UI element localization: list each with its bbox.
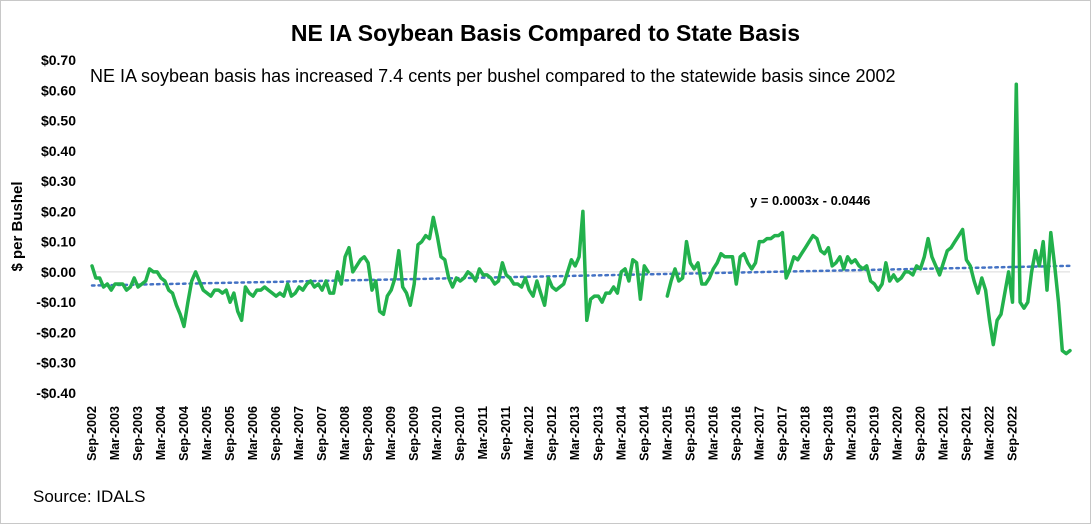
- x-tick-label: Mar-2018: [798, 406, 812, 460]
- x-tick-label: Mar-2013: [568, 406, 582, 460]
- x-tick-label: Sep-2016: [729, 406, 743, 461]
- x-tick-label: Sep-2015: [683, 406, 697, 461]
- y-tick-label: -$0.20: [36, 324, 76, 340]
- x-tick-label: Sep-2011: [499, 406, 513, 460]
- y-tick-label: $0.20: [41, 203, 76, 219]
- x-tick-label: Mar-2006: [246, 406, 260, 460]
- x-tick-label: Mar-2014: [614, 406, 628, 460]
- x-tick-label: Mar-2003: [108, 406, 122, 460]
- x-tick-label: Mar-2015: [660, 406, 674, 460]
- x-tick-label: Sep-2013: [591, 406, 605, 461]
- trendline: [90, 264, 1072, 287]
- x-tick-label: Sep-2006: [269, 406, 283, 461]
- x-tick-label: Mar-2005: [200, 406, 214, 460]
- x-tick-label: Sep-2019: [867, 406, 881, 461]
- x-tick-label: Sep-2003: [131, 406, 145, 461]
- x-tick-label: Sep-2009: [407, 406, 421, 461]
- x-tick-label: Sep-2005: [223, 406, 237, 461]
- y-tick-label: $0.10: [41, 234, 76, 250]
- x-tick-label: Sep-2012: [545, 406, 559, 461]
- x-tick-label: Mar-2008: [338, 406, 352, 460]
- x-tick-label: Sep-2022: [1005, 406, 1019, 461]
- x-tick-label: Mar-2011: [476, 406, 490, 460]
- series-line-segment: [90, 209, 650, 329]
- x-tick-label: Mar-2019: [844, 406, 858, 460]
- x-tick-label: Sep-2007: [315, 406, 329, 461]
- series-group: [90, 82, 1072, 356]
- x-tick-label: Mar-2016: [706, 406, 720, 460]
- x-tick-label: Mar-2010: [430, 406, 444, 460]
- y-axis-ticks: -$0.40 -$0.30 -$0.20 -$0.10 $0.00 $0.10 $0.20 $…: [36, 52, 76, 401]
- x-tick-label: Sep-2017: [775, 406, 789, 461]
- y-tick-label: $0.70: [41, 52, 76, 68]
- x-tick-label: Sep-2002: [85, 406, 99, 461]
- y-tick-label: -$0.10: [36, 294, 76, 310]
- y-tick-label: $0.60: [41, 82, 76, 98]
- chart-title: NE IA Soybean Basis Compared to State Ba…: [290, 20, 801, 46]
- series-line-segment: [665, 82, 1072, 356]
- x-tick-label: Mar-2009: [384, 406, 398, 460]
- x-tick-label: Sep-2004: [177, 406, 191, 461]
- x-tick-label: Sep-2008: [361, 406, 375, 461]
- source-note: Source: IDALS: [33, 487, 146, 506]
- x-tick-label: Mar-2017: [752, 406, 766, 460]
- y-tick-label: -$0.30: [36, 355, 76, 371]
- x-tick-label: Sep-2014: [637, 406, 651, 461]
- y-tick-label: $0.40: [41, 143, 76, 159]
- x-tick-label: Mar-2012: [522, 406, 536, 460]
- y-tick-label: -$0.40: [36, 385, 76, 401]
- x-tick-label: Mar-2021: [936, 406, 950, 460]
- x-tick-label: Sep-2010: [453, 406, 467, 461]
- y-tick-label: $0.00: [41, 264, 76, 280]
- x-tick-label: Mar-2020: [890, 406, 904, 460]
- x-axis-ticks: Sep-2002 Mar-2003 Sep-2003 Mar-2004 Sep-2004…: [85, 406, 1019, 461]
- trendline-equation: y = 0.0003x - 0.0446: [750, 193, 871, 208]
- x-tick-label: Mar-2007: [292, 406, 306, 460]
- x-tick-label: Sep-2021: [959, 406, 973, 461]
- y-tick-label: $0.50: [41, 113, 76, 129]
- y-tick-label: $0.30: [41, 173, 76, 189]
- chart-annotation: NE IA soybean basis has increased 7.4 ce…: [90, 66, 896, 86]
- y-axis-title: $ per Bushel: [9, 181, 26, 271]
- x-tick-label: Mar-2022: [982, 406, 996, 460]
- x-tick-label: Sep-2020: [913, 406, 927, 461]
- x-tick-label: Mar-2004: [154, 406, 168, 460]
- x-tick-label: Sep-2018: [821, 406, 835, 461]
